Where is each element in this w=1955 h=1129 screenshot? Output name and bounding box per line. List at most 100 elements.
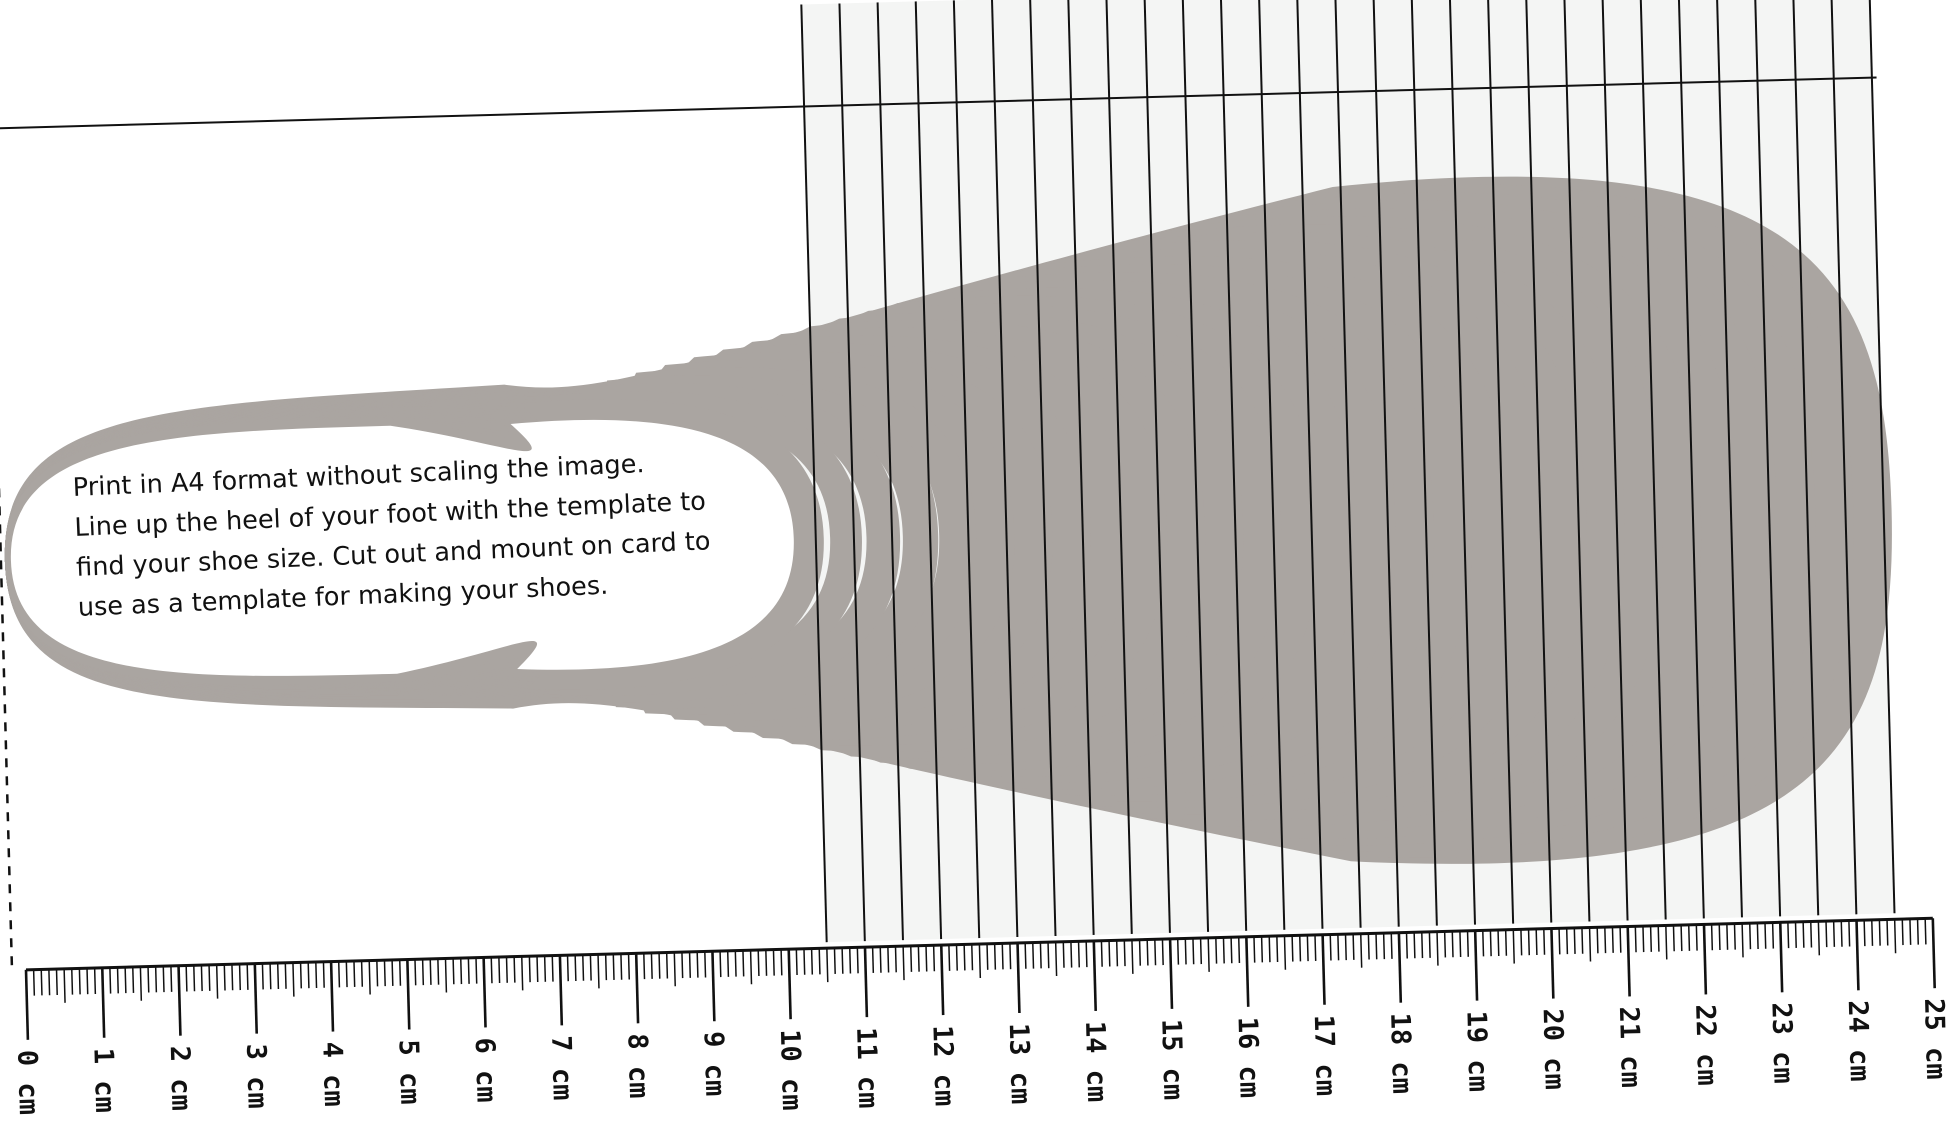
ruler-cm-tick: [1550, 928, 1555, 999]
ruler-mm-tick: [1588, 927, 1592, 962]
ruler-mm-tick: [1794, 921, 1797, 948]
ruler-mm-tick: [147, 966, 150, 993]
ruler-mm-tick: [1108, 940, 1111, 967]
ruler-mm-tick: [1581, 927, 1584, 954]
ruler-mm-tick: [1352, 933, 1355, 960]
ruler-mm-tick: [1054, 941, 1058, 976]
ruler-mm-tick: [1718, 923, 1721, 951]
ruler-mm-tick: [498, 957, 501, 984]
size-line: [1601, 0, 1629, 921]
ruler-mm-tick: [658, 952, 661, 979]
ruler-mm-tick: [1901, 919, 1904, 946]
ruler-mm-tick: [1863, 920, 1866, 947]
ruler-mm-tick: [208, 964, 211, 991]
size-line: [1372, 0, 1400, 927]
ruler-tick-label: 8 cm: [621, 1033, 654, 1099]
ruler-cm-tick: [558, 955, 564, 1026]
ruler-cm-tick: [863, 947, 869, 1018]
ruler-tick-label: 22 cm: [1689, 1004, 1722, 1086]
size-line: [1029, 0, 1057, 937]
ruler-mm-tick: [246, 963, 249, 990]
ruler-mm-tick: [1131, 939, 1134, 974]
ruler-mm-tick: [848, 947, 852, 974]
size-lines: [800, 0, 1896, 943]
ruler-mm-tick: [116, 967, 119, 994]
ruler-tick-label: 0 cm: [11, 1049, 44, 1115]
ruler-tick-label: 20 cm: [1537, 1008, 1570, 1090]
ruler-mm-tick: [978, 944, 982, 979]
ruler-mm-tick: [1047, 942, 1050, 969]
ruler-cm-tick: [634, 953, 640, 1024]
ruler-mm-tick: [1672, 925, 1675, 952]
instructions-text: Print in A4 format without scaling the i…: [72, 436, 838, 628]
ruler-cm-tick: [1931, 918, 1936, 989]
size-line: [1257, 0, 1286, 930]
ruler-mm-tick: [1733, 923, 1736, 950]
size-line: [1715, 0, 1743, 918]
ruler-mm-tick: [360, 960, 364, 987]
ruler-mm-tick: [681, 952, 684, 979]
ruler-mm-tick: [971, 944, 974, 971]
ruler: 0 cm 1 cm 2 cm 3 cm 4 cm 5 cm 6 cm 7 cm 8 cm 9 cm…: [11, 916, 1951, 1115]
ruler-mm-tick: [521, 956, 524, 991]
size-line: [1486, 0, 1515, 924]
ruler-mm-tick: [1123, 940, 1126, 967]
ruler-mm-tick: [40, 969, 43, 996]
ruler-mm-tick: [261, 963, 264, 990]
ruler-cm-tick: [329, 961, 335, 1032]
ruler-mm-tick: [1893, 919, 1897, 954]
size-line: [1753, 0, 1782, 917]
ruler-mm-tick: [78, 968, 81, 995]
ruler-mm-tick: [1032, 942, 1035, 969]
ruler-mm-tick: [1520, 929, 1523, 956]
ruler-mm-tick: [589, 954, 592, 981]
ruler-mm-tick: [688, 951, 692, 978]
ruler-cm-tick: [1778, 922, 1784, 993]
ruler-mm-tick: [124, 967, 127, 994]
size-line: [1143, 0, 1171, 933]
ruler-mm-tick: [1817, 921, 1821, 956]
ruler-cm-tick: [939, 945, 945, 1016]
ruler-mm-tick: [444, 958, 448, 993]
ruler-mm-tick: [1649, 925, 1653, 952]
size-line: [1219, 0, 1248, 931]
ruler-tick-label: 23 cm: [1765, 1002, 1798, 1084]
ruler-mm-tick: [1680, 925, 1683, 952]
size-line: [991, 0, 1019, 938]
ruler-mm-tick: [719, 951, 722, 978]
ruler-mm-tick: [71, 968, 74, 995]
ruler-mm-tick: [948, 944, 951, 971]
ruler-tick-label: 19 cm: [1460, 1010, 1493, 1092]
ruler-mm-tick: [1390, 932, 1393, 959]
ruler-mm-tick: [1077, 941, 1081, 968]
ruler-mm-tick: [376, 960, 379, 987]
ruler-tick-label: 9 cm: [698, 1031, 731, 1097]
ruler-mm-tick: [582, 954, 585, 981]
ruler-mm-tick: [437, 958, 440, 985]
foot-outlines: [4, 176, 1892, 864]
ruler-mm-tick: [269, 963, 272, 990]
size-line: [1296, 0, 1324, 929]
ruler-mm-tick: [475, 957, 478, 984]
size-line: [1524, 0, 1553, 923]
ruler-mm-tick: [1573, 927, 1576, 954]
ruler-mm-tick: [1146, 939, 1149, 966]
ruler-mm-tick: [1298, 935, 1302, 962]
size-line: [800, 4, 828, 943]
ruler-mm-tick: [1367, 933, 1370, 960]
foot-outline-inner: [10, 419, 794, 676]
ruler-mm-tick: [32, 969, 36, 996]
ruler-mm-tick: [1558, 928, 1561, 955]
ruler-tick-label: 7 cm: [545, 1035, 578, 1101]
ruler-mm-tick: [1382, 933, 1386, 960]
ruler-mm-tick: [1428, 931, 1431, 958]
ruler-mm-tick: [726, 950, 730, 977]
ruler-mm-tick: [742, 950, 745, 977]
size-line: [838, 3, 866, 942]
ruler-mm-tick: [1916, 918, 1919, 945]
ruler-mm-tick: [215, 964, 219, 999]
ruler-mm-tick: [1276, 935, 1279, 963]
ruler-cm-tick: [787, 949, 792, 1020]
ruler-mm-tick: [1611, 926, 1614, 953]
